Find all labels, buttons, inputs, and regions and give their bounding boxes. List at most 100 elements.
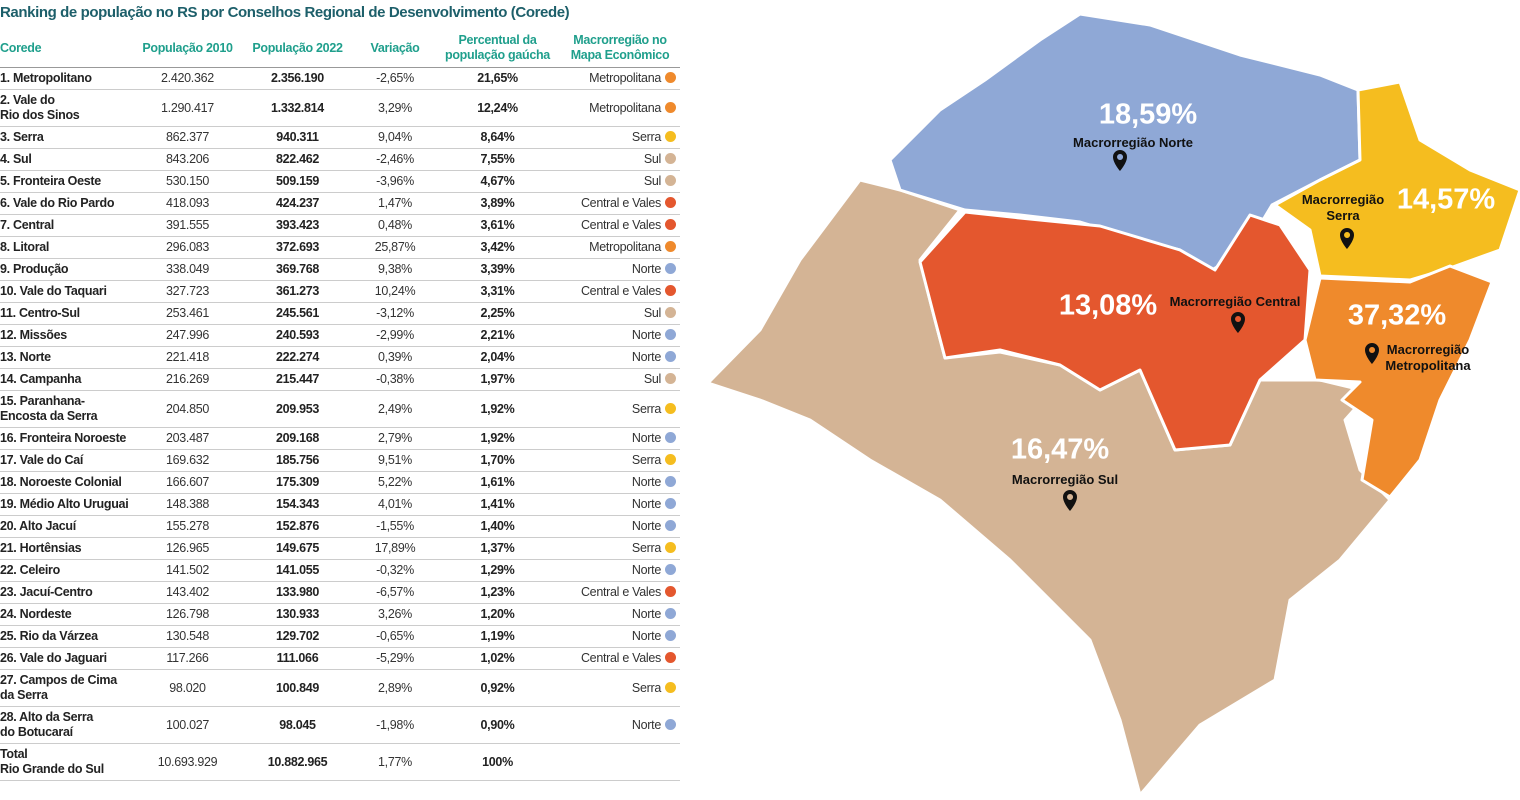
cell: 24. Nordeste bbox=[0, 603, 135, 626]
map bbox=[706, 12, 1520, 797]
cell: Norte bbox=[560, 427, 680, 450]
table-row: 14. Campanha 216.269 215.447 -0,38% 1,97% Sul bbox=[0, 368, 680, 391]
cell-text: -3,12% bbox=[376, 306, 414, 320]
cell: 338.049 bbox=[135, 258, 240, 281]
cell-text: 296.083 bbox=[165, 240, 210, 254]
cell: 8. Litoral bbox=[0, 236, 135, 259]
region-name: Macrorregião Sul bbox=[1011, 472, 1119, 487]
region-metropolitana bbox=[1303, 264, 1494, 499]
cell-text: 9,04% bbox=[378, 130, 412, 144]
cell-text: 10. Vale do Taquari bbox=[0, 284, 107, 298]
cell: 0,39% bbox=[355, 346, 435, 369]
table-row: 4. Sul 843.206 822.462 -2,46% 7,55% Sul bbox=[0, 148, 680, 171]
cell-text: 27. Campos de Cima da Serra bbox=[0, 673, 117, 702]
macro-dot bbox=[665, 476, 676, 487]
cell-text: 1.290.417 bbox=[161, 100, 214, 115]
table-row: 21. Hortênsias 126.965 149.675 17,89% 1,37% S… bbox=[0, 537, 680, 560]
pin bbox=[1365, 343, 1379, 364]
cell: 2,49% bbox=[355, 390, 435, 428]
cell-text: 1. Metropolitano bbox=[0, 71, 92, 85]
cell-text: Serra bbox=[631, 130, 661, 144]
cell-text: 222.274 bbox=[275, 350, 320, 364]
cell: 10. Vale do Taquari bbox=[0, 280, 135, 303]
macro-dot bbox=[665, 175, 676, 186]
cell: 222.274 bbox=[240, 346, 355, 369]
cell: 11. Centro-Sul bbox=[0, 302, 135, 325]
cell-text: 2,89% bbox=[378, 680, 412, 695]
cell-text: 126.965 bbox=[165, 541, 210, 555]
cell-text: 10.882.965 bbox=[267, 754, 328, 769]
cell-text: 21. Hortênsias bbox=[0, 541, 82, 555]
cell-text: Serra bbox=[631, 680, 661, 695]
cell-text: 100.027 bbox=[165, 717, 210, 732]
cell-text: 10.693.929 bbox=[157, 754, 218, 769]
cell-text: -0,38% bbox=[376, 372, 414, 386]
table-row: 15. Paranhana- Encosta da Serra 204.850 20… bbox=[0, 390, 680, 428]
cell: 143.402 bbox=[135, 581, 240, 604]
macro-dot bbox=[665, 454, 676, 465]
cell-text: Serra bbox=[631, 453, 661, 467]
cell: 126.965 bbox=[135, 537, 240, 560]
cell-text: 16. Fronteira Noroeste bbox=[0, 431, 127, 445]
cell: Norte bbox=[560, 324, 680, 347]
cell bbox=[560, 743, 680, 781]
cell-text: -0,32% bbox=[376, 563, 414, 577]
cell: 862.377 bbox=[135, 126, 240, 149]
macro-dot bbox=[665, 564, 676, 575]
macro-dot bbox=[665, 285, 676, 296]
cell-text: 11. Centro-Sul bbox=[0, 306, 80, 320]
cell: 3,89% bbox=[435, 192, 560, 215]
cell: 1,02% bbox=[435, 647, 560, 670]
cell: Norte bbox=[560, 706, 680, 744]
cell: 216.269 bbox=[135, 368, 240, 391]
cell: 1,92% bbox=[435, 427, 560, 450]
cell: 940.311 bbox=[240, 126, 355, 149]
cell-text: Norte bbox=[631, 717, 661, 732]
cell-text: 129.702 bbox=[275, 629, 320, 643]
cell-text: Norte bbox=[631, 607, 661, 621]
cell-text: 1,47% bbox=[378, 196, 412, 210]
cell: 17,89% bbox=[355, 537, 435, 560]
cell-text: 843.206 bbox=[165, 152, 210, 166]
cell: 27. Campos de Cima da Serra bbox=[0, 669, 135, 707]
cell: -2,65% bbox=[355, 67, 435, 90]
cell: 393.423 bbox=[240, 214, 355, 237]
cell-text: 209.168 bbox=[275, 431, 320, 445]
cell-text: -2,65% bbox=[376, 71, 414, 85]
cell: 253.461 bbox=[135, 302, 240, 325]
cell: 9,04% bbox=[355, 126, 435, 149]
cell: 2,21% bbox=[435, 324, 560, 347]
cell: Norte bbox=[560, 515, 680, 538]
cell: 9,38% bbox=[355, 258, 435, 281]
cell: 12,24% bbox=[435, 89, 560, 127]
region-central bbox=[918, 210, 1312, 452]
macro-dot bbox=[665, 219, 676, 230]
macro-dot bbox=[665, 681, 676, 693]
macro-dot bbox=[665, 197, 676, 208]
cell-text: 141.502 bbox=[165, 563, 210, 577]
table-row: 27. Campos de Cima da Serra 98.020 100.849… bbox=[0, 669, 680, 707]
table-row: 9. Produção 338.049 369.768 9,38% 3,39% Norte bbox=[0, 258, 680, 281]
cell-text: 169.632 bbox=[165, 453, 210, 467]
table-row: 3. Serra 862.377 940.311 9,04% 8,64% Serra bbox=[0, 126, 680, 149]
cell-text: 1,92% bbox=[480, 401, 515, 416]
cell-text: -3,96% bbox=[376, 174, 414, 188]
cell-text: 338.049 bbox=[165, 262, 210, 276]
cell-text: 862.377 bbox=[165, 130, 210, 144]
macro-dot bbox=[665, 351, 676, 362]
cell-text: Norte bbox=[631, 519, 661, 533]
cell: 166.607 bbox=[135, 471, 240, 494]
macro-dot bbox=[665, 608, 676, 619]
cell-text: 1,41% bbox=[480, 497, 515, 511]
table-row: 25. Rio da Várzea 130.548 129.702 -0,65% 1,1… bbox=[0, 625, 680, 648]
macro-dot bbox=[665, 718, 676, 730]
macro-dot bbox=[665, 131, 676, 142]
table-row: 12. Missões 247.996 240.593 -2,99% 2,21% Nort… bbox=[0, 324, 680, 347]
cell: 327.723 bbox=[135, 280, 240, 303]
cell: 215.447 bbox=[240, 368, 355, 391]
cell-text: 1.332.814 bbox=[271, 100, 324, 115]
cell-text: Norte bbox=[631, 350, 661, 364]
cell-text: Metropolitana bbox=[589, 100, 661, 115]
cell-text: 28. Alto da Serra do Botucaraí bbox=[0, 710, 94, 739]
cell: 130.933 bbox=[240, 603, 355, 626]
